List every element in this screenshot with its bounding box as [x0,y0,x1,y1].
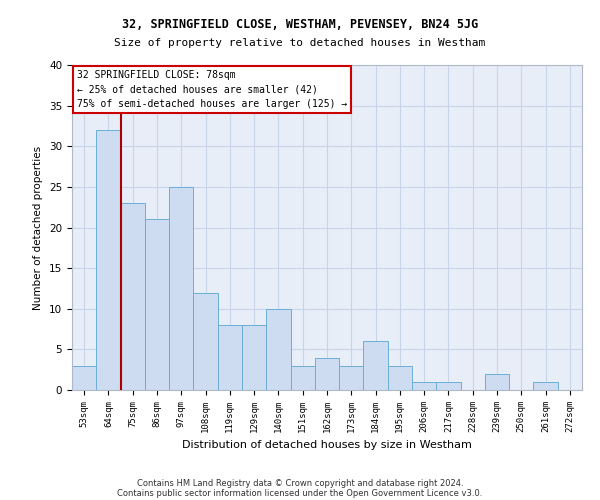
Bar [193,292,218,390]
Bar [169,187,193,390]
Bar [485,374,509,390]
Y-axis label: Number of detached properties: Number of detached properties [34,146,43,310]
Text: Contains HM Land Registry data © Crown copyright and database right 2024.: Contains HM Land Registry data © Crown c… [137,478,463,488]
Bar [364,341,388,390]
Bar [436,382,461,390]
Text: Contains public sector information licensed under the Open Government Licence v3: Contains public sector information licen… [118,488,482,498]
Bar [290,366,315,390]
X-axis label: Distribution of detached houses by size in Westham: Distribution of detached houses by size … [182,440,472,450]
Text: 32, SPRINGFIELD CLOSE, WESTHAM, PEVENSEY, BN24 5JG: 32, SPRINGFIELD CLOSE, WESTHAM, PEVENSEY… [122,18,478,30]
Bar [218,325,242,390]
Bar [315,358,339,390]
Bar [339,366,364,390]
Text: Size of property relative to detached houses in Westham: Size of property relative to detached ho… [115,38,485,48]
Bar [388,366,412,390]
Text: 32 SPRINGFIELD CLOSE: 78sqm
← 25% of detached houses are smaller (42)
75% of sem: 32 SPRINGFIELD CLOSE: 78sqm ← 25% of det… [77,70,347,110]
Bar [145,220,169,390]
Bar [121,203,145,390]
Bar [242,325,266,390]
Bar [72,366,96,390]
Bar [266,308,290,390]
Bar [96,130,121,390]
Bar [412,382,436,390]
Bar [533,382,558,390]
